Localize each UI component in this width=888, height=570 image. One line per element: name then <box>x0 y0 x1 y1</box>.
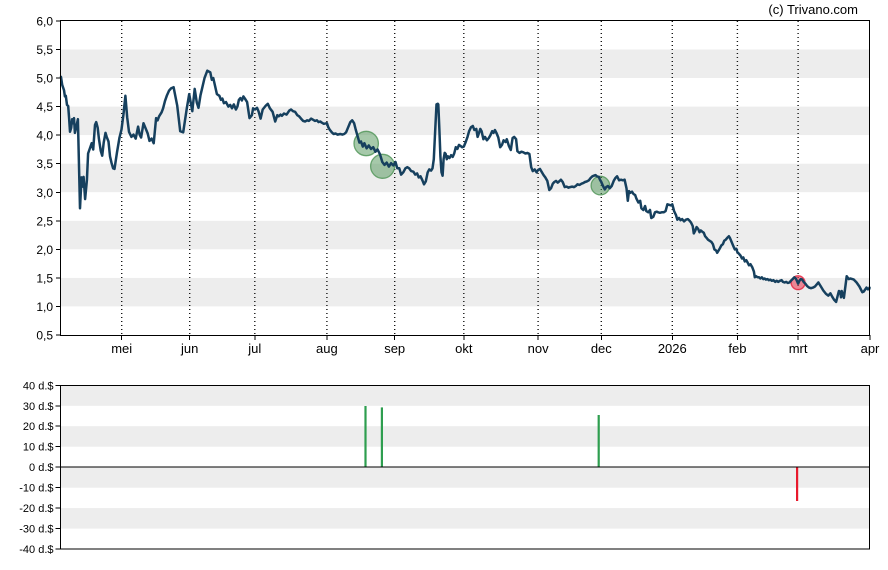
svg-text:mei: mei <box>111 341 132 356</box>
svg-text:2,5: 2,5 <box>36 214 53 228</box>
svg-text:mrt: mrt <box>789 341 808 356</box>
svg-text:-10 d.$: -10 d.$ <box>19 483 53 495</box>
svg-text:4,0: 4,0 <box>36 129 53 143</box>
svg-text:apr: apr <box>861 341 880 356</box>
svg-text:0,5: 0,5 <box>36 329 53 343</box>
svg-text:(c) Trivano.com: (c) Trivano.com <box>768 2 858 17</box>
svg-text:3,5: 3,5 <box>36 157 53 171</box>
svg-text:0 d.$: 0 d.$ <box>29 462 53 474</box>
svg-text:nov: nov <box>528 341 549 356</box>
svg-text:4,5: 4,5 <box>36 100 53 114</box>
svg-text:jul: jul <box>247 341 261 356</box>
svg-text:-20 d.$: -20 d.$ <box>19 503 53 515</box>
svg-text:20 d.$: 20 d.$ <box>23 421 54 433</box>
svg-text:jun: jun <box>180 341 198 356</box>
svg-text:okt: okt <box>455 341 473 356</box>
svg-text:30 d.$: 30 d.$ <box>23 401 54 413</box>
svg-text:dec: dec <box>591 341 612 356</box>
svg-text:1,0: 1,0 <box>36 300 53 314</box>
svg-text:5,0: 5,0 <box>36 72 53 86</box>
svg-text:6,0: 6,0 <box>36 15 53 29</box>
svg-text:40 d.$: 40 d.$ <box>23 380 54 392</box>
svg-text:-40 d.$: -40 d.$ <box>19 544 53 556</box>
svg-text:2026: 2026 <box>658 341 687 356</box>
svg-text:sep: sep <box>384 341 405 356</box>
svg-text:3,0: 3,0 <box>36 186 53 200</box>
svg-text:5,5: 5,5 <box>36 43 53 57</box>
svg-text:2,0: 2,0 <box>36 243 53 257</box>
svg-text:10 d.$: 10 d.$ <box>23 442 54 454</box>
svg-text:-30 d.$: -30 d.$ <box>19 524 53 536</box>
svg-text:aug: aug <box>316 341 338 356</box>
svg-text:1,5: 1,5 <box>36 271 53 285</box>
svg-text:feb: feb <box>728 341 746 356</box>
